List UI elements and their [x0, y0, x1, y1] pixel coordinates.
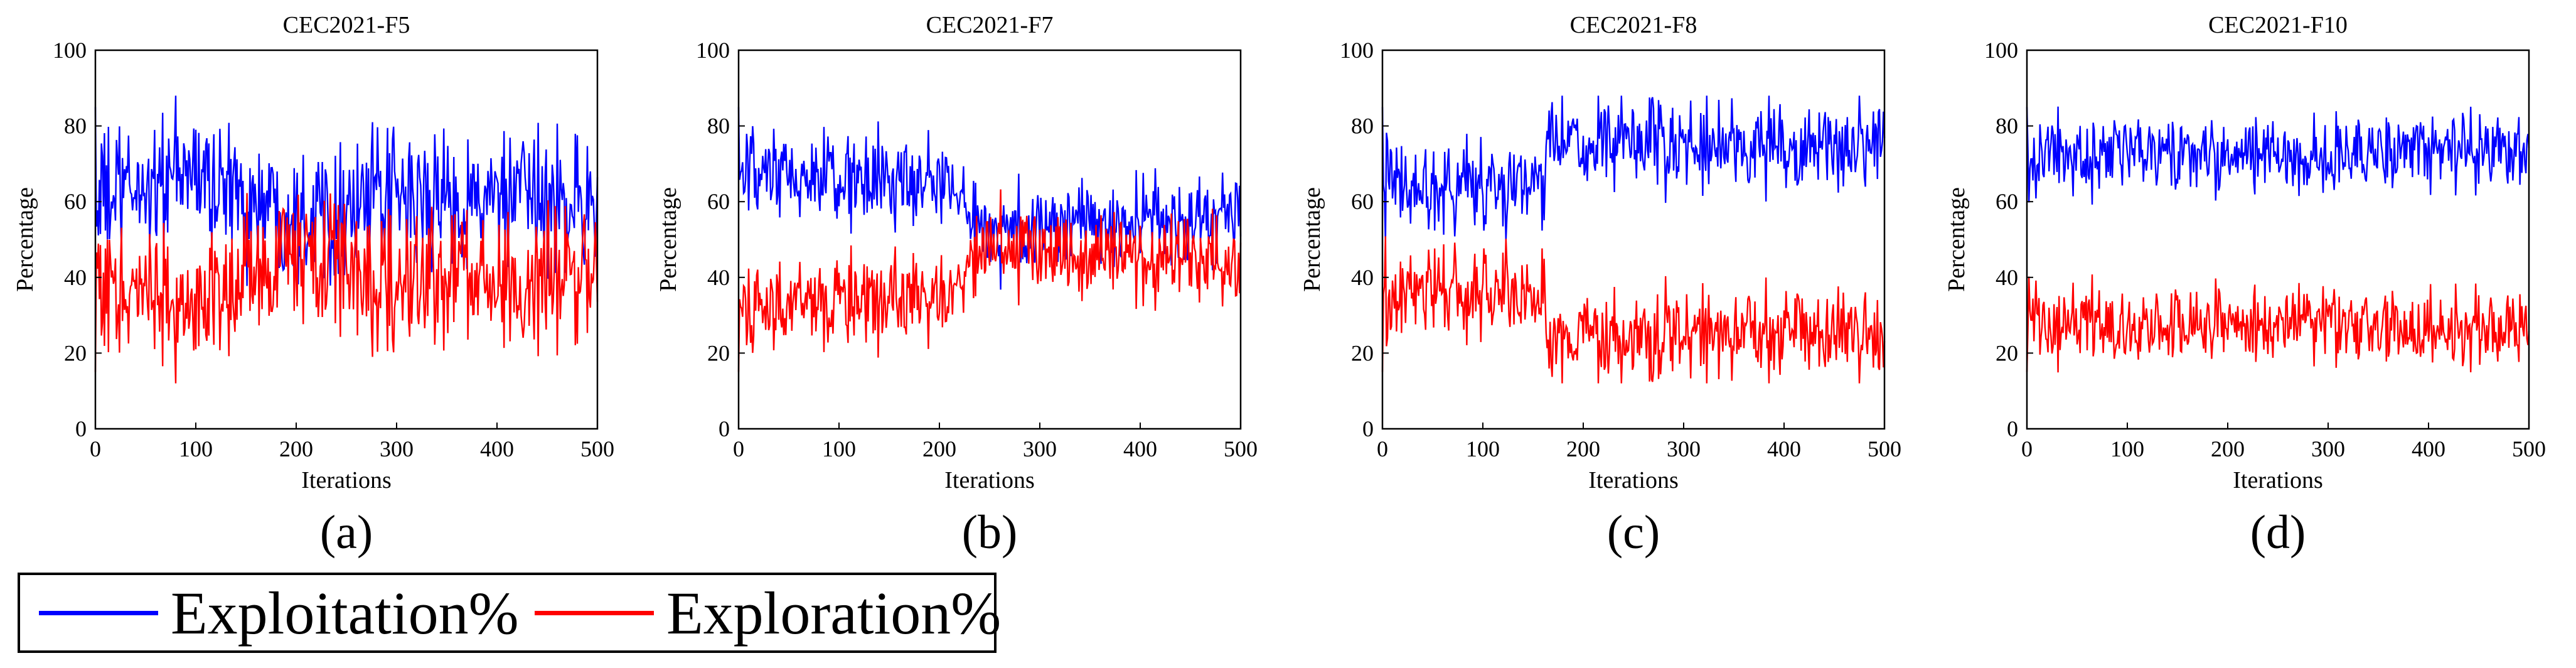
- x-tick-label-2-200: 200: [922, 436, 956, 461]
- legend-swatch-exploration: [535, 610, 654, 615]
- x-tick-label-3-400: 400: [1767, 436, 1801, 461]
- x-axis-label-1: Iterations: [301, 467, 392, 493]
- x-axis-label-2: Iterations: [944, 467, 1035, 493]
- x-axis-label-3: Iterations: [1588, 467, 1679, 493]
- x-tick-label-4-300: 300: [2311, 436, 2345, 461]
- y-tick-label-3-60: 60: [1351, 189, 1374, 214]
- legend-label-exploration: Exploration%: [666, 579, 1002, 647]
- x-tick-label-1-500: 500: [580, 436, 614, 461]
- x-tick-label-1-400: 400: [480, 436, 514, 461]
- y-tick-label-2-80: 80: [707, 114, 730, 139]
- y-tick-label-1-0: 0: [75, 416, 87, 441]
- chart-title-1: CEC2021-F5: [283, 12, 410, 38]
- y-tick-label-2-20: 20: [707, 340, 730, 365]
- y-axis-label-4: Percentage: [1943, 187, 1970, 292]
- x-tick-label-3-100: 100: [1466, 436, 1500, 461]
- x-tick-label-3-300: 300: [1667, 436, 1701, 461]
- y-tick-label-4-60: 60: [1996, 189, 2018, 214]
- y-tick-label-3-80: 80: [1351, 114, 1374, 139]
- axes-frame-1: [94, 49, 599, 430]
- y-tick-label-2-40: 40: [707, 265, 730, 290]
- series-line-exploration-3: [1381, 236, 1886, 384]
- series-line-exploitation-4: [2026, 106, 2530, 205]
- legend-item-exploitation: Exploitation%: [39, 575, 519, 650]
- panel-caption-3: (c): [1607, 506, 1660, 559]
- x-tick-label-1-0: 0: [90, 436, 101, 461]
- axes-frame-4: [2026, 49, 2530, 430]
- x-tick-label-1-200: 200: [279, 436, 313, 461]
- x-tick-label-4-100: 100: [2110, 436, 2144, 461]
- series-line-exploitation-1: [94, 95, 599, 286]
- x-tick-label-3-0: 0: [1377, 436, 1388, 461]
- y-tick-label-4-40: 40: [1996, 265, 2018, 290]
- x-tick-label-4-400: 400: [2412, 436, 2445, 461]
- x-tick-label-3-500: 500: [1868, 436, 1901, 461]
- y-tick-label-3-40: 40: [1351, 265, 1374, 290]
- x-tick-label-4-500: 500: [2512, 436, 2546, 461]
- x-tick-label-3-200: 200: [1566, 436, 1600, 461]
- y-axis-label-1: Percentage: [12, 187, 38, 292]
- x-tick-label-2-400: 400: [1123, 436, 1157, 461]
- legend-item-exploration: Exploration%: [535, 575, 1001, 650]
- y-tick-label-3-20: 20: [1351, 340, 1374, 365]
- x-tick-label-1-300: 300: [380, 436, 414, 461]
- y-axis-label-3: Percentage: [1299, 187, 1325, 292]
- panel-caption-4: (d): [2250, 506, 2306, 559]
- series-line-exploitation-2: [737, 107, 1242, 290]
- y-tick-label-1-20: 20: [64, 340, 87, 365]
- legend-swatch-exploitation: [39, 610, 158, 615]
- legend: Exploitation% Exploration%: [18, 573, 1001, 653]
- x-tick-label-1-100: 100: [179, 436, 213, 461]
- y-tick-label-3-100: 100: [1340, 38, 1374, 63]
- chart-title-3: CEC2021-F8: [1570, 12, 1697, 38]
- x-tick-label-2-100: 100: [822, 436, 856, 461]
- y-tick-label-1-100: 100: [53, 38, 87, 63]
- y-tick-label-4-100: 100: [1984, 38, 2018, 63]
- y-tick-label-4-0: 0: [2007, 416, 2018, 441]
- y-axis-label-2: Percentage: [655, 187, 681, 292]
- panel-caption-1: (a): [320, 506, 373, 559]
- chart-title-2: CEC2021-F7: [926, 12, 1054, 38]
- x-tick-label-4-200: 200: [2211, 436, 2245, 461]
- y-tick-label-2-100: 100: [696, 38, 730, 63]
- axes-frame-3: [1381, 49, 1886, 430]
- y-tick-label-4-20: 20: [1996, 340, 2018, 365]
- axes-frame-2: [737, 49, 1242, 430]
- legend-label-exploitation: Exploitation%: [171, 579, 519, 647]
- series-line-exploration-4: [2026, 274, 2530, 373]
- y-tick-label-1-60: 60: [64, 189, 87, 214]
- y-tick-label-3-0: 0: [1362, 416, 1374, 441]
- y-tick-label-2-60: 60: [707, 189, 730, 214]
- chart-title-4: CEC2021-F10: [2208, 12, 2348, 38]
- y-tick-label-1-40: 40: [64, 265, 87, 290]
- x-tick-label-2-500: 500: [1224, 436, 1258, 461]
- series-line-exploitation-3: [1381, 95, 1886, 243]
- x-tick-label-2-0: 0: [733, 436, 744, 461]
- x-tick-label-4-0: 0: [2021, 436, 2033, 461]
- panel-caption-2: (b): [962, 506, 1018, 559]
- series-line-exploration-2: [737, 189, 1242, 372]
- x-tick-label-2-300: 300: [1023, 436, 1057, 461]
- series-line-exploration-1: [94, 193, 599, 384]
- x-axis-label-4: Iterations: [2233, 467, 2323, 493]
- y-tick-label-2-0: 0: [719, 416, 730, 441]
- y-tick-label-4-80: 80: [1996, 114, 2018, 139]
- y-tick-label-1-80: 80: [64, 114, 87, 139]
